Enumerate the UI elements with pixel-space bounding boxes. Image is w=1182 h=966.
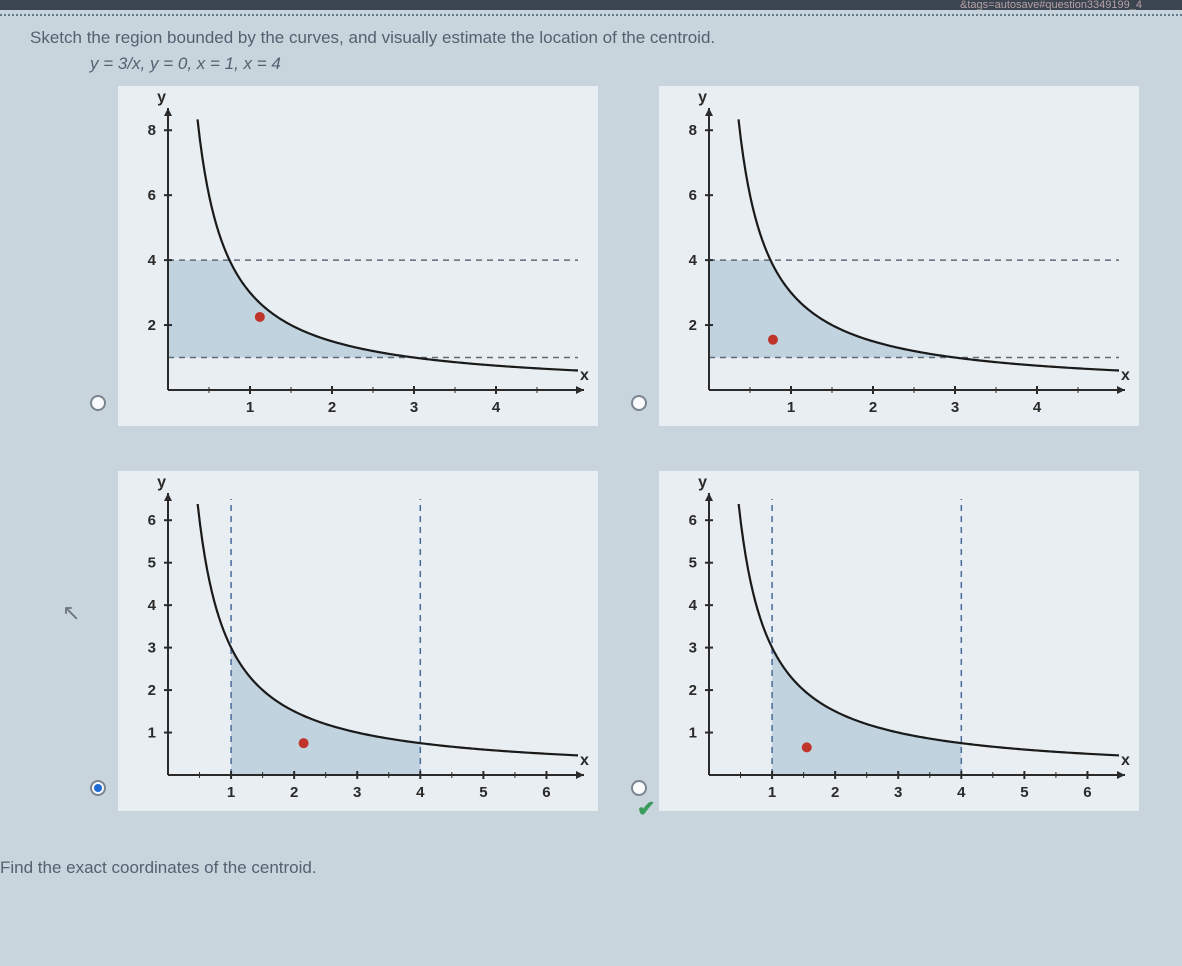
svg-text:2: 2 bbox=[328, 399, 336, 416]
svg-text:1: 1 bbox=[768, 784, 776, 801]
svg-text:1: 1 bbox=[227, 784, 235, 801]
radio-d[interactable] bbox=[631, 780, 647, 796]
radio-a[interactable] bbox=[90, 395, 106, 411]
svg-text:6: 6 bbox=[542, 784, 550, 801]
svg-text:x: x bbox=[580, 752, 589, 769]
svg-text:2: 2 bbox=[831, 784, 839, 801]
separator bbox=[0, 14, 1182, 16]
svg-text:4: 4 bbox=[148, 252, 157, 269]
svg-text:4: 4 bbox=[689, 252, 698, 269]
svg-text:4: 4 bbox=[148, 597, 157, 614]
svg-text:3: 3 bbox=[951, 399, 959, 416]
svg-text:y: y bbox=[157, 474, 166, 491]
svg-text:x: x bbox=[580, 367, 589, 384]
svg-text:y: y bbox=[157, 89, 166, 106]
radio-b[interactable] bbox=[631, 395, 647, 411]
svg-text:1: 1 bbox=[787, 399, 795, 416]
svg-text:y: y bbox=[698, 474, 707, 491]
answer-choices-grid: 1 2 3 4 2 4 6 8 x y 1 2 3 4 2 4 6 8 x y 1 2 3 4 5 6 1 2 3 4 5 6 x y 1 2 3… bbox=[90, 86, 1152, 816]
svg-text:x: x bbox=[1121, 367, 1130, 384]
svg-text:6: 6 bbox=[148, 512, 156, 529]
svg-text:4: 4 bbox=[689, 597, 698, 614]
svg-text:2: 2 bbox=[689, 317, 697, 334]
svg-text:2: 2 bbox=[689, 682, 697, 699]
svg-text:4: 4 bbox=[416, 784, 425, 801]
svg-text:4: 4 bbox=[1033, 399, 1042, 416]
svg-text:3: 3 bbox=[148, 640, 156, 657]
svg-text:1: 1 bbox=[689, 725, 697, 742]
svg-text:3: 3 bbox=[410, 399, 418, 416]
choice-a[interactable]: 1 2 3 4 2 4 6 8 x y bbox=[90, 86, 611, 431]
svg-text:5: 5 bbox=[689, 555, 697, 572]
svg-text:y: y bbox=[698, 89, 707, 106]
svg-text:1: 1 bbox=[148, 725, 156, 742]
svg-text:8: 8 bbox=[148, 122, 156, 139]
question-prompt: Sketch the region bounded by the curves,… bbox=[30, 28, 1152, 48]
svg-text:6: 6 bbox=[1083, 784, 1091, 801]
question-equation: y = 3/x, y = 0, x = 1, x = 4 bbox=[90, 54, 1152, 74]
svg-text:6: 6 bbox=[689, 512, 697, 529]
svg-text:8: 8 bbox=[689, 122, 697, 139]
radio-c[interactable] bbox=[90, 780, 106, 796]
correct-checkmark-icon: ✔ bbox=[637, 796, 655, 822]
svg-text:1: 1 bbox=[246, 399, 254, 416]
svg-text:3: 3 bbox=[894, 784, 902, 801]
svg-text:4: 4 bbox=[957, 784, 966, 801]
chart-a: 1 2 3 4 2 4 6 8 x y bbox=[118, 86, 598, 431]
svg-text:5: 5 bbox=[1020, 784, 1028, 801]
svg-text:5: 5 bbox=[479, 784, 487, 801]
followup-prompt: Find the exact coordinates of the centro… bbox=[0, 858, 1152, 878]
svg-text:3: 3 bbox=[353, 784, 361, 801]
svg-text:4: 4 bbox=[492, 399, 501, 416]
svg-text:2: 2 bbox=[869, 399, 877, 416]
svg-text:6: 6 bbox=[148, 187, 156, 204]
choice-c[interactable]: 1 2 3 4 5 6 1 2 3 4 5 6 x y bbox=[90, 471, 611, 816]
chart-b: 1 2 3 4 2 4 6 8 x y bbox=[659, 86, 1139, 431]
svg-text:2: 2 bbox=[290, 784, 298, 801]
svg-text:2: 2 bbox=[148, 317, 156, 334]
svg-text:2: 2 bbox=[148, 682, 156, 699]
chart-c: 1 2 3 4 5 6 1 2 3 4 5 6 x y bbox=[118, 471, 598, 816]
choice-d[interactable]: 123456123456xy ✔ bbox=[631, 471, 1152, 816]
svg-text:3: 3 bbox=[689, 640, 697, 657]
url-fragment: &tags=autosave#question3349199_4 bbox=[0, 0, 1182, 10]
svg-text:5: 5 bbox=[148, 555, 156, 572]
choice-b[interactable]: 1 2 3 4 2 4 6 8 x y bbox=[631, 86, 1152, 431]
svg-text:6: 6 bbox=[689, 187, 697, 204]
svg-text:x: x bbox=[1121, 752, 1130, 769]
chart-d: 1 2 3 4 5 6 1 2 3 4 5 6 x y bbox=[659, 471, 1139, 816]
